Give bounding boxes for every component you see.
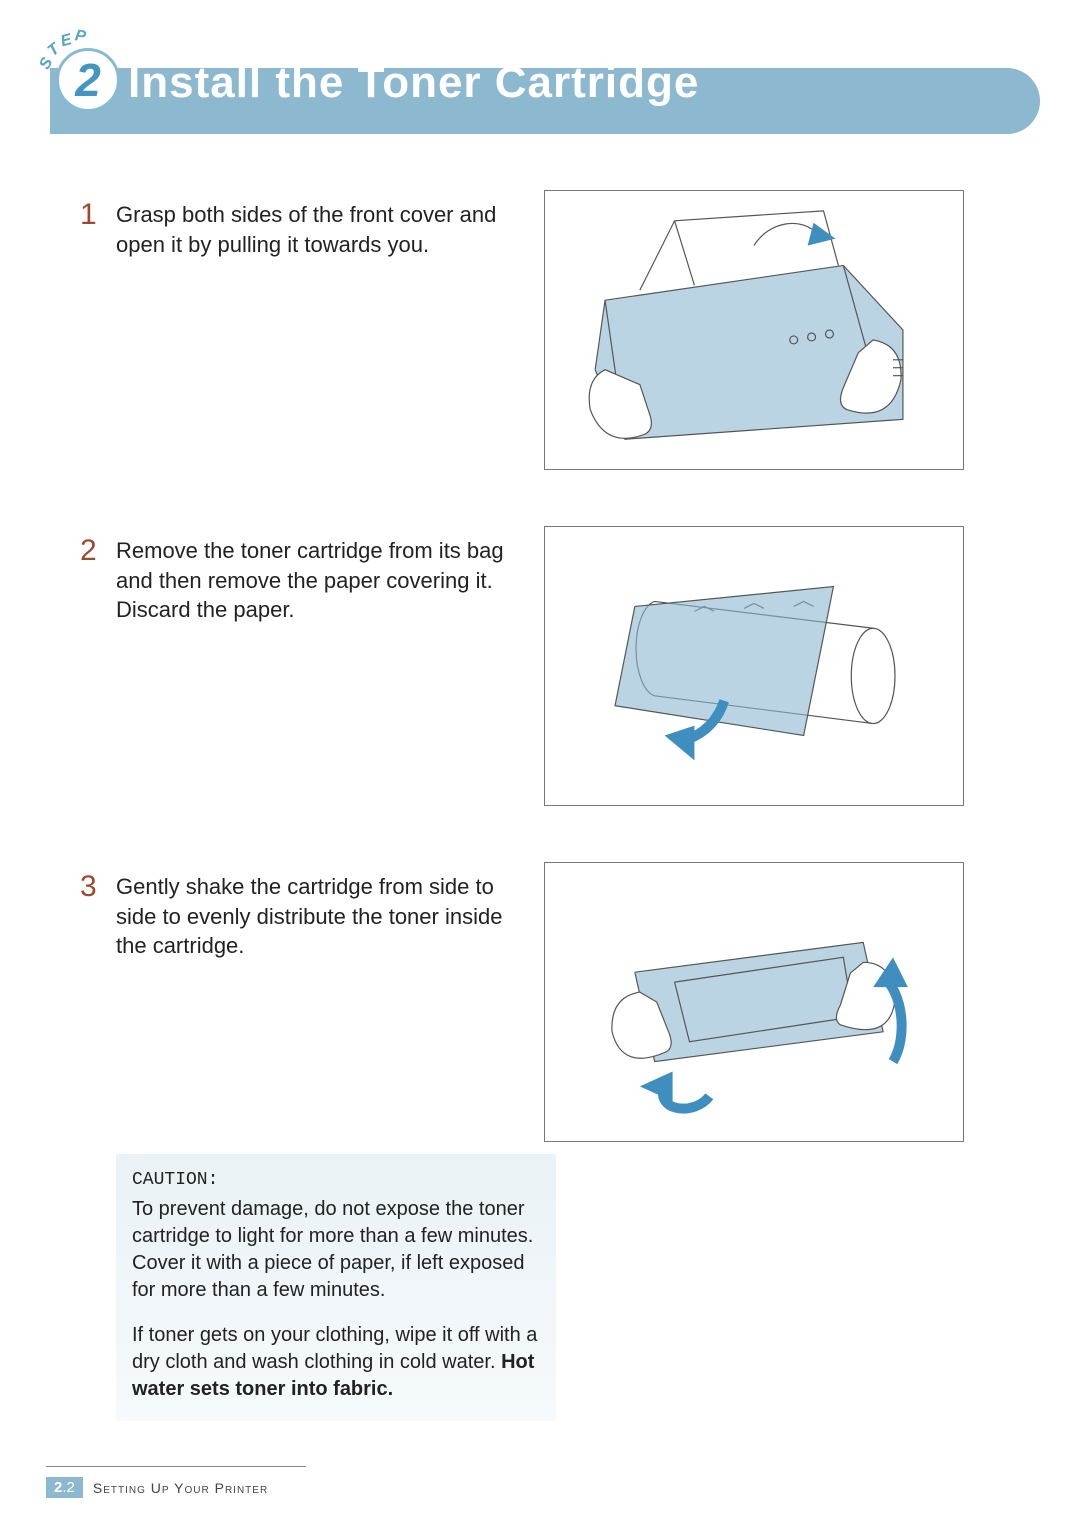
step-text: Grasp both sides of the front cover and … bbox=[116, 200, 520, 259]
step-text: Remove the toner cartridge from its bag … bbox=[116, 536, 520, 625]
instruction-step: 2 Remove the toner cartridge from its ba… bbox=[80, 526, 1000, 806]
footer-section-name: Setting Up Your Printer bbox=[93, 1480, 268, 1496]
step-number: 2 bbox=[75, 57, 101, 103]
page-footer: 2.2 Setting Up Your Printer bbox=[46, 1466, 306, 1498]
illustration-cartridge-paper bbox=[544, 526, 964, 806]
illustration-printer-open bbox=[544, 190, 964, 470]
step-text: Gently shake the cartridge from side to … bbox=[116, 872, 520, 961]
step-badge: S T E P 2 bbox=[38, 30, 123, 115]
caution-label: CAUTION: bbox=[132, 1168, 540, 1192]
page-number: 2 bbox=[67, 1479, 75, 1496]
caution-block: CAUTION: To prevent damage, do not expos… bbox=[116, 1154, 556, 1421]
step-index: 3 bbox=[80, 872, 102, 961]
instruction-step: 3 Gently shake the cartridge from side t… bbox=[80, 862, 1000, 1142]
instruction-step: 1 Grasp both sides of the front cover an… bbox=[80, 190, 1000, 470]
caution-para-2-lead: If toner gets on your clothing, wipe it … bbox=[132, 1324, 537, 1373]
step-index: 2 bbox=[80, 536, 102, 625]
page-title: Install the Toner Cartridge bbox=[128, 58, 699, 108]
page-number-badge: 2.2 bbox=[46, 1477, 83, 1498]
caution-para-2: If toner gets on your clothing, wipe it … bbox=[132, 1322, 540, 1403]
page-chapter: 2 bbox=[54, 1479, 62, 1496]
step-index: 1 bbox=[80, 200, 102, 259]
caution-para-1: To prevent damage, do not expose the ton… bbox=[132, 1196, 540, 1304]
step-number-circle: 2 bbox=[56, 48, 120, 112]
illustration-cartridge-shake bbox=[544, 862, 964, 1142]
